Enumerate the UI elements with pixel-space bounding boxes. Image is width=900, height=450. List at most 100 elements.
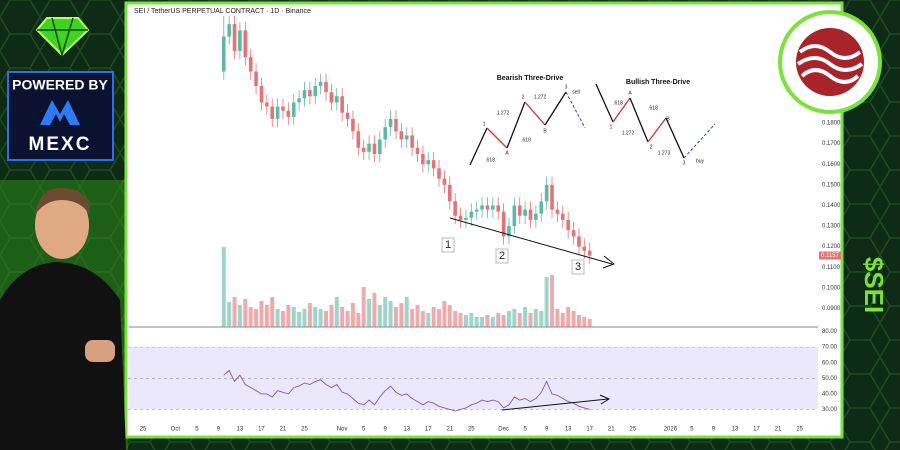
y-tick-label: 0.1100	[822, 265, 841, 271]
pattern-leg	[595, 83, 614, 123]
volume-bar	[560, 313, 565, 327]
volume-bar	[377, 305, 382, 327]
candle-body	[528, 209, 533, 220]
volume-bar	[566, 307, 571, 327]
volume-bar	[447, 305, 452, 327]
volume-bar	[237, 305, 242, 327]
candle-body	[431, 160, 436, 169]
candle-body	[361, 147, 366, 152]
chart-layer: 25 Oct 5 9 13 17 21 25 Nov 5 9 13 17 21 25 Dec 5 9 13 17 21 2…	[128, 15, 841, 433]
volume-bar	[415, 305, 420, 327]
drive-label: 2	[499, 250, 505, 262]
candle-body	[270, 106, 275, 119]
x-tick-label: 13	[565, 427, 572, 433]
x-tick-label: 25	[468, 427, 475, 433]
chart-title: SEI / TetherUS PERPETUAL CONTRACT · 1D ·…	[134, 8, 311, 15]
candle-body	[421, 153, 425, 165]
volume-bar	[496, 313, 501, 327]
pattern-label: 3	[683, 160, 686, 166]
volume-bar	[286, 305, 291, 327]
candle-body	[221, 36, 226, 72]
x-tick-label: 9	[217, 427, 221, 433]
candle-body	[394, 118, 398, 132]
rsi-tick-label: 70.00	[822, 345, 838, 351]
person-hair	[35, 187, 90, 215]
candle-body	[378, 139, 382, 154]
candle-body	[399, 131, 404, 140]
pattern-label: 1.273	[658, 150, 671, 156]
candle-body	[372, 143, 377, 154]
volume-bar	[437, 309, 442, 327]
volume-bar	[555, 309, 560, 327]
candle-body	[329, 92, 334, 103]
candle-body	[544, 184, 549, 202]
volume-bar	[313, 307, 318, 327]
candle-body	[437, 168, 441, 179]
x-tick-label: 2026	[664, 427, 678, 433]
x-tick-label: 25	[796, 427, 803, 433]
candle-body	[447, 184, 452, 202]
volume-bar	[254, 309, 259, 327]
drive-box	[495, 248, 509, 264]
person-hand	[85, 340, 115, 362]
pattern-leg	[647, 117, 667, 143]
ticker: $SEI	[859, 257, 889, 313]
pattern-leg	[469, 127, 488, 166]
candle-body	[496, 205, 501, 212]
volume-bar	[474, 317, 479, 327]
y-tick-label: 0.1200	[822, 244, 841, 250]
x-tick-label: 9	[384, 427, 388, 433]
x-tick-label: 13	[237, 427, 244, 433]
volume-bar	[571, 311, 576, 327]
candle-body	[383, 127, 388, 140]
pattern-leg	[524, 101, 546, 126]
candle-body	[404, 135, 409, 140]
candle-body	[345, 112, 350, 119]
candle-body	[464, 217, 468, 220]
volume-bar	[576, 315, 581, 327]
x-tick-label: 25	[140, 427, 147, 433]
volume-bar	[361, 287, 366, 327]
volume-bar	[442, 301, 447, 327]
volume-bar	[420, 311, 425, 327]
x-tick-label: 9	[545, 427, 549, 433]
candle-body	[254, 71, 258, 86]
candle-body	[469, 211, 474, 218]
x-tick-label: Nov	[337, 427, 348, 433]
x-tick-label: 21	[446, 427, 453, 433]
y-tick-label: 0.0900	[822, 306, 841, 312]
pattern-leg	[506, 101, 526, 149]
candle-body	[453, 201, 457, 216]
volume-bar	[480, 317, 485, 327]
candle-body	[560, 213, 565, 220]
candle-body	[388, 118, 393, 128]
pattern-label: 1.272	[534, 94, 547, 100]
candle-body	[308, 90, 312, 97]
candle-body	[485, 205, 490, 210]
candle-body	[491, 205, 495, 210]
candle-body	[238, 30, 242, 51]
pattern-label: 1.272	[497, 110, 510, 116]
volume-bar	[533, 309, 538, 327]
candle-body	[587, 250, 592, 256]
pattern-label: 1	[610, 124, 613, 130]
pattern-label: B	[543, 128, 547, 134]
volume-bar	[587, 319, 592, 327]
x-tick-label: 5	[690, 427, 694, 433]
volume-bar	[458, 313, 463, 327]
pattern-title: Bullish Three-Drive	[626, 79, 690, 86]
candle-body	[318, 81, 323, 86]
volume-bar	[227, 302, 232, 327]
candle-body	[367, 143, 371, 152]
volume-bar	[334, 297, 339, 327]
volume-bar	[243, 299, 248, 327]
volume-bar	[350, 303, 355, 327]
x-tick-label: 17	[258, 427, 265, 433]
rsi-tick-label: 50.00	[822, 376, 838, 382]
candle-body	[410, 135, 414, 148]
rsi-line	[223, 369, 590, 412]
pattern-label: A	[505, 150, 509, 156]
volume-bar	[517, 313, 522, 327]
candle-body	[577, 236, 581, 247]
mexc-box	[7, 71, 114, 161]
